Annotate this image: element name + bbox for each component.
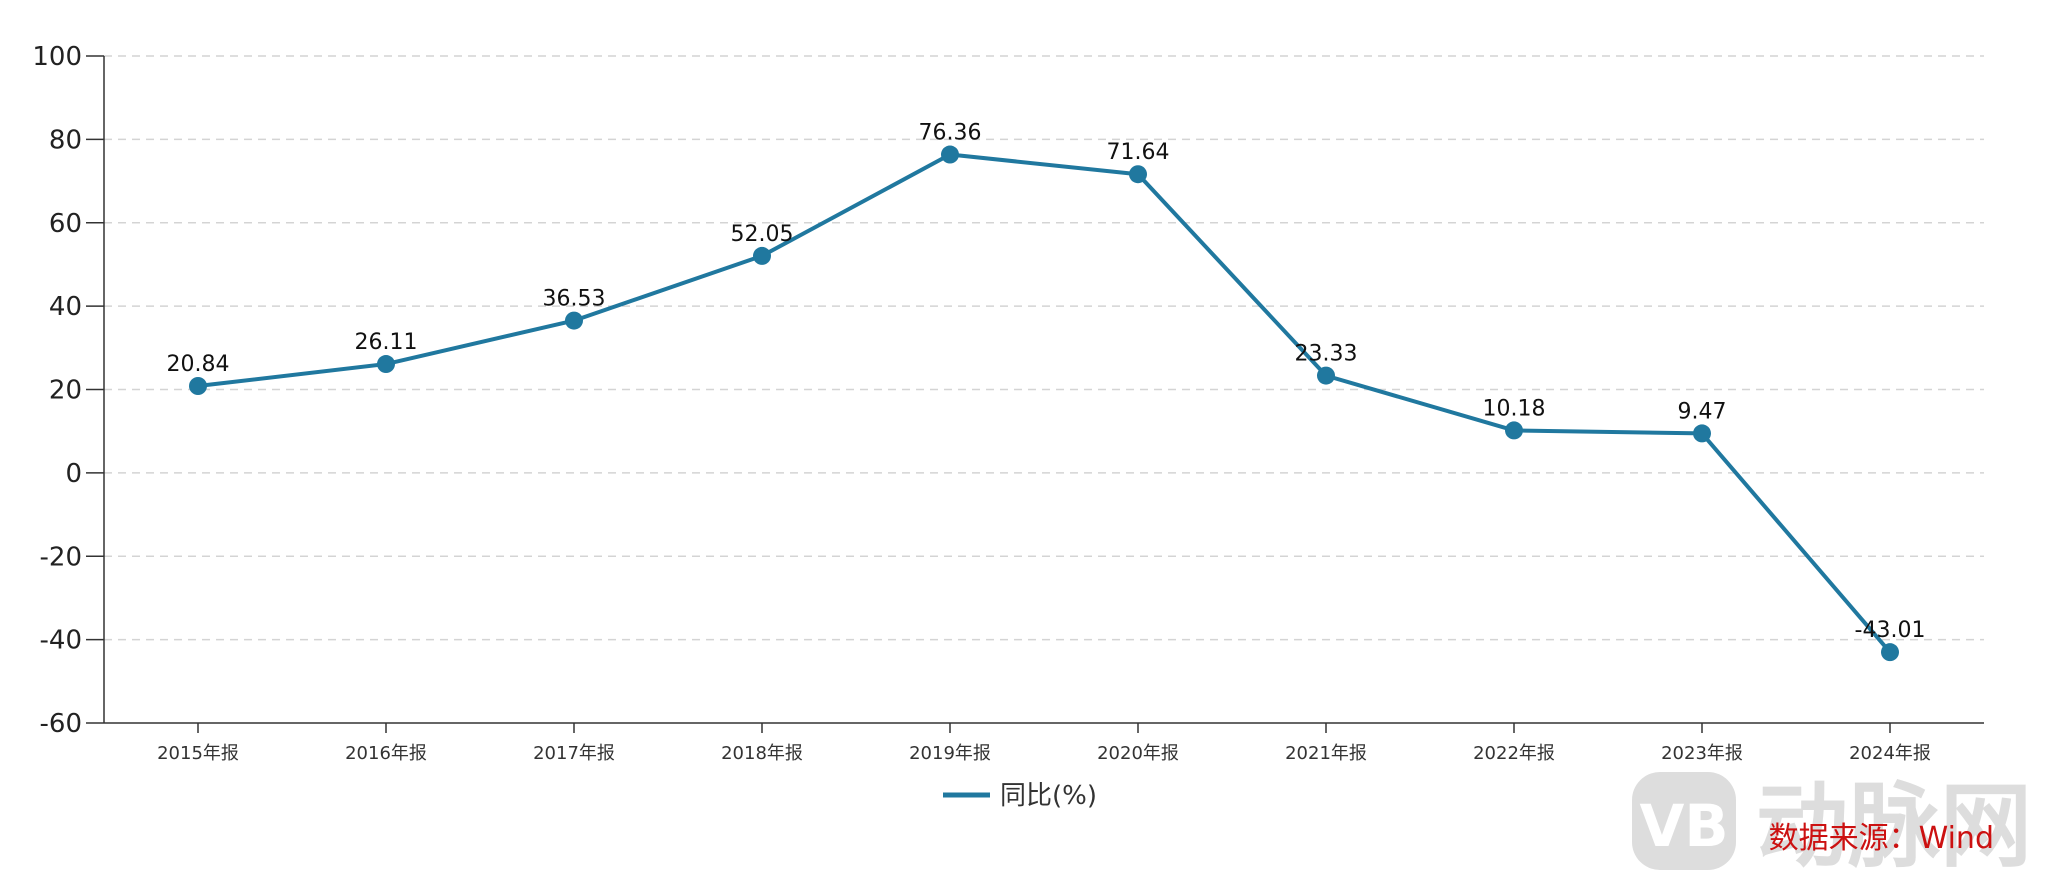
data-label: 52.05 (731, 222, 794, 247)
x-tick-label: 2016年报 (345, 743, 427, 764)
series-line (197, 152, 1892, 654)
data-point (1317, 366, 1335, 385)
x-tick-label: 2015年报 (157, 743, 239, 764)
data-point (753, 246, 771, 265)
watermark-logo-text: VB (1639, 792, 1728, 860)
x-tick-label: 2024年报 (1849, 743, 1931, 764)
y-tick-label: 40 (49, 292, 82, 322)
x-tick-label: 2021年报 (1285, 743, 1367, 764)
y-tick-label: 60 (49, 209, 82, 239)
y-tick-label: -60 (40, 709, 82, 739)
data-label: 36.53 (543, 287, 606, 312)
y-tick-label: -20 (40, 542, 82, 572)
legend-label: 同比(%) (1000, 781, 1097, 811)
series-line-group (189, 145, 1899, 662)
y-tick-label: 100 (32, 42, 82, 72)
data-point (1505, 421, 1523, 440)
data-point (1881, 643, 1899, 662)
data-point (1129, 165, 1147, 184)
x-tick-label: 2018年报 (721, 743, 803, 764)
y-axis-ticks: 100 80 60 40 20 0 -20 -40 -60 (32, 42, 104, 739)
legend: 同比(%) (943, 781, 1097, 811)
source-note: 数据来源：Wind (1769, 821, 1994, 856)
data-label: -43.01 (1855, 618, 1926, 643)
data-labels: 20.84 26.11 36.53 52.05 76.36 71.64 23.33 10.18… (167, 121, 1926, 644)
x-axis-ticks: 2015年报 2016年报 2017年报 2018年报 2019年报 2020年报 2021… (157, 723, 1931, 764)
data-label: 23.33 (1295, 342, 1358, 367)
x-tick-label: 2023年报 (1661, 743, 1743, 764)
data-point (941, 145, 959, 164)
data-point (1693, 424, 1711, 443)
y-tick-label: -40 (40, 626, 82, 656)
data-label: 10.18 (1483, 396, 1546, 421)
data-label: 26.11 (355, 330, 418, 355)
data-label: 76.36 (919, 121, 982, 146)
data-label: 9.47 (1678, 399, 1727, 424)
y-tick-label: 20 (49, 376, 82, 406)
data-label: 71.64 (1107, 140, 1170, 165)
watermark-text: 动脉网 (1756, 773, 2032, 880)
watermark-logo (1632, 772, 1736, 870)
data-point (189, 376, 207, 395)
y-tick-label: 80 (49, 125, 82, 155)
x-tick-label: 2019年报 (909, 743, 991, 764)
x-tick-label: 2020年报 (1097, 743, 1179, 764)
x-tick-label: 2017年报 (533, 743, 615, 764)
gridlines (104, 55, 1984, 641)
y-tick-label: 0 (65, 459, 82, 489)
x-tick-label: 2022年报 (1473, 743, 1555, 764)
data-point (377, 355, 395, 374)
data-label: 20.84 (167, 352, 230, 377)
watermark: VB 动脉网 (1632, 772, 2032, 880)
data-point (565, 311, 583, 330)
